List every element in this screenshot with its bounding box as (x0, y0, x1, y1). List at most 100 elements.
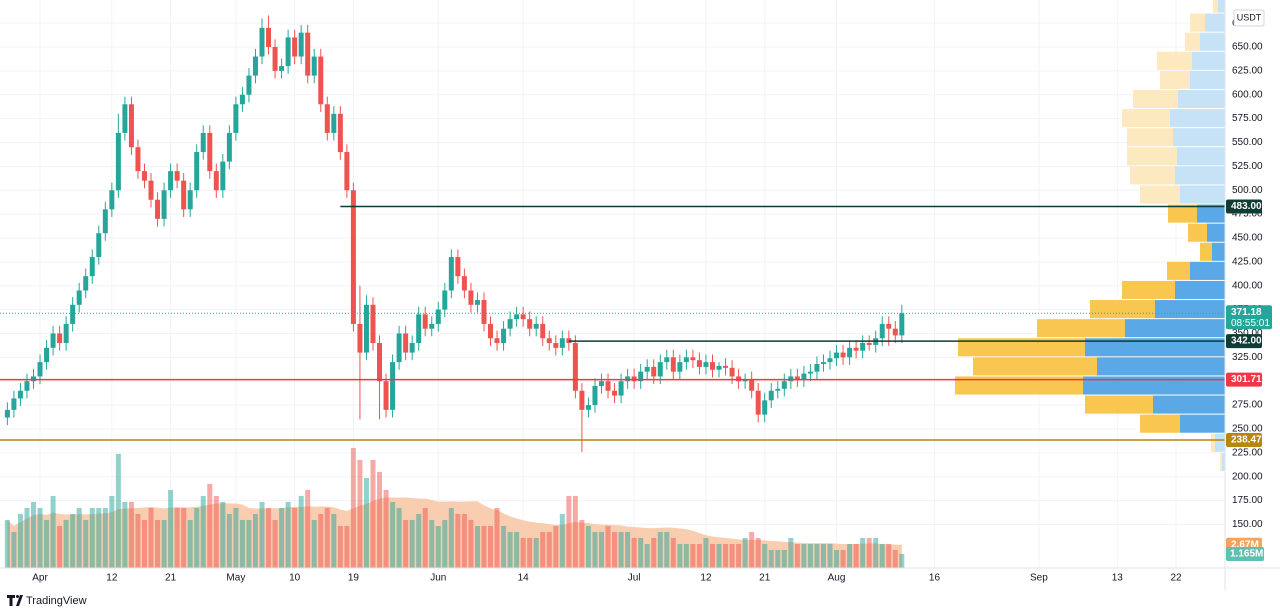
volume-bar (396, 507, 402, 568)
candle-body (272, 46, 278, 71)
volume-bar (187, 519, 193, 568)
candle-body (501, 328, 507, 344)
candle-body (879, 323, 885, 339)
candle-body (723, 365, 729, 368)
volume-bar (239, 519, 245, 568)
candle-body (226, 132, 232, 162)
volume-bar (892, 549, 898, 568)
candle-body (102, 209, 108, 234)
candle-body (174, 171, 180, 181)
volume-bar (30, 501, 36, 568)
grid (0, 0, 1225, 568)
volume-bar (141, 519, 147, 568)
candle-body (357, 323, 363, 353)
candle-body (200, 132, 206, 153)
candle-body (141, 171, 147, 181)
candle-body (703, 362, 709, 367)
candle-body (63, 323, 69, 344)
candle-body (429, 323, 435, 329)
y-tick-label: 400.00 (1232, 280, 1263, 291)
x-tick-label: 13 (1112, 573, 1124, 584)
volume-bar (788, 537, 794, 568)
volume-bar (318, 513, 324, 568)
volume-bar (4, 519, 10, 568)
candle-body (252, 56, 258, 76)
candle-body (807, 371, 813, 374)
candle-body (840, 352, 846, 358)
y-tick-label: 425.00 (1232, 256, 1263, 267)
volume-bar (455, 513, 461, 568)
volume-pane (4, 447, 905, 568)
candle-body (435, 309, 441, 324)
candle-body (690, 357, 696, 361)
volume-bar (259, 501, 265, 568)
volume-bar (834, 549, 840, 568)
x-tick-label: 10 (289, 573, 301, 584)
volume-bar (11, 531, 17, 568)
volume-bar (879, 543, 885, 568)
volume-bar (794, 543, 800, 568)
volume-bar (194, 507, 200, 568)
volume-bar (122, 501, 128, 568)
volume-bar (592, 531, 598, 568)
profile-up (1190, 70, 1225, 89)
candle-body (4, 409, 10, 418)
volume-bar (409, 519, 415, 568)
candle-body (298, 32, 304, 57)
y-tick-label: 450.00 (1232, 233, 1263, 244)
y-tick-label: 650.00 (1232, 42, 1263, 53)
y-tick-label: 200.00 (1232, 471, 1263, 482)
candle-body (220, 161, 226, 191)
currency-box (1233, 9, 1265, 27)
volume-bar (553, 525, 559, 568)
candle-body (181, 180, 187, 210)
profile-down (1085, 395, 1153, 414)
volume-bar (292, 507, 298, 568)
y-tick-label: 175.00 (1232, 495, 1263, 506)
profile-down (973, 357, 1097, 376)
profile-up (1200, 32, 1225, 51)
candle-body (259, 27, 265, 57)
profile-down (1185, 32, 1200, 51)
profile-up (1215, 433, 1225, 452)
candle-body (70, 304, 76, 324)
volume-bar (416, 513, 422, 568)
volume-bar (605, 525, 611, 568)
level-label: 238.47 (1231, 435, 1262, 446)
x-tick-label: 12 (106, 573, 118, 584)
volume-bar (651, 537, 657, 568)
candle-body (527, 319, 533, 329)
profile-up (1180, 185, 1225, 204)
candle-body (403, 333, 409, 353)
profile-up (1192, 51, 1225, 70)
profile-down (1130, 166, 1175, 185)
profile-up (1222, 452, 1225, 471)
candle-body (638, 371, 644, 382)
profile-up (1197, 204, 1225, 223)
y-tick-label: 350.00 (1232, 328, 1263, 339)
candle-body (161, 190, 167, 219)
candle-body (17, 390, 23, 399)
profile-down (1160, 70, 1190, 89)
volume-bar (481, 525, 487, 568)
candle-body (246, 75, 252, 95)
candle-body (285, 37, 291, 67)
profile-up (1153, 395, 1225, 414)
candle-body (677, 362, 683, 372)
volume-bar (742, 537, 748, 568)
volume-bar (155, 519, 161, 568)
candle-body (651, 366, 657, 377)
volume-bar (709, 543, 715, 568)
volume-bar (736, 543, 742, 568)
candle-body (30, 376, 36, 382)
x-tick-label: 21 (165, 573, 177, 584)
candle-body (148, 180, 154, 200)
countdown: 08:55:01 (1231, 318, 1270, 329)
volume-bar (168, 489, 174, 568)
volume-bar (716, 543, 722, 568)
volume-bar (866, 537, 872, 568)
volume-bar (677, 543, 683, 568)
profile-down (1122, 109, 1170, 128)
x-tick-label: 12 (700, 573, 712, 584)
